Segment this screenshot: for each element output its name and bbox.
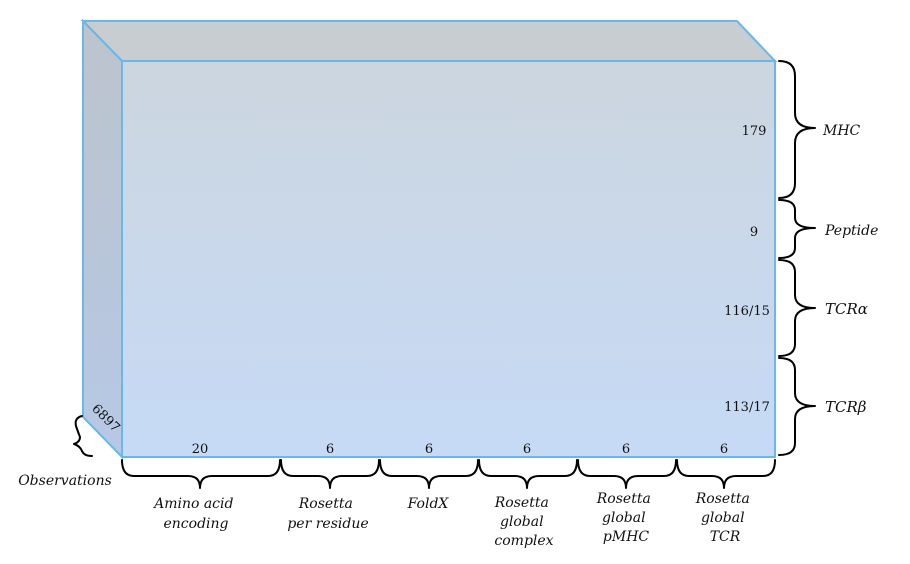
col-label-rosetta-global-tcr: Rosetta global TCR xyxy=(695,491,755,545)
box-side-face xyxy=(82,18,123,460)
row-size-peptide: 9 xyxy=(750,225,758,240)
col-size-rosetta-global-complex: 6 xyxy=(523,442,531,457)
peptide-brace xyxy=(778,199,816,259)
box-top-face xyxy=(80,20,778,62)
col-size-foldx: 6 xyxy=(425,442,433,457)
row-size-tcr-beta: 113/17 xyxy=(724,400,770,415)
rosetta-global-complex-brace xyxy=(478,459,578,489)
col-label-foldx: FoldX xyxy=(407,496,450,512)
rosetta-global-pmhc-brace xyxy=(577,459,677,489)
rosetta-global-tcr-brace xyxy=(676,459,776,489)
col-size-rosetta-global-pmhc: 6 xyxy=(622,442,630,457)
col-label-rosetta-per-residue: Rosetta per residue xyxy=(287,496,368,532)
row-label-tcr-beta: TCRβ xyxy=(825,398,867,416)
tcr-alpha-brace xyxy=(778,259,816,357)
tcr-beta-brace xyxy=(778,357,816,456)
mhc-brace xyxy=(778,60,816,199)
col-size-rosetta-global-tcr: 6 xyxy=(720,442,728,457)
row-label-tcr-alpha: TCRα xyxy=(825,300,868,318)
row-size-mhc: 179 xyxy=(742,124,767,139)
col-label-amino-acid: Amino acid encoding xyxy=(152,496,238,532)
col-size-amino-acid: 20 xyxy=(192,442,209,457)
foldx-brace xyxy=(379,459,479,489)
col-label-rosetta-global-complex: Rosetta global complex xyxy=(494,495,554,549)
row-size-tcr-alpha: 116/15 xyxy=(724,304,770,319)
col-size-rosetta-per-residue: 6 xyxy=(326,442,334,457)
observations-label: Observations xyxy=(18,473,112,489)
row-label-mhc: MHC xyxy=(822,123,861,139)
box-front-face xyxy=(121,60,776,458)
amino-acid-brace xyxy=(121,459,281,489)
observations-brace xyxy=(73,415,93,457)
rosetta-per-residue-brace xyxy=(280,459,380,489)
col-label-rosetta-global-pmhc: Rosetta global pMHC xyxy=(596,491,656,545)
row-label-peptide: Peptide xyxy=(824,223,878,239)
